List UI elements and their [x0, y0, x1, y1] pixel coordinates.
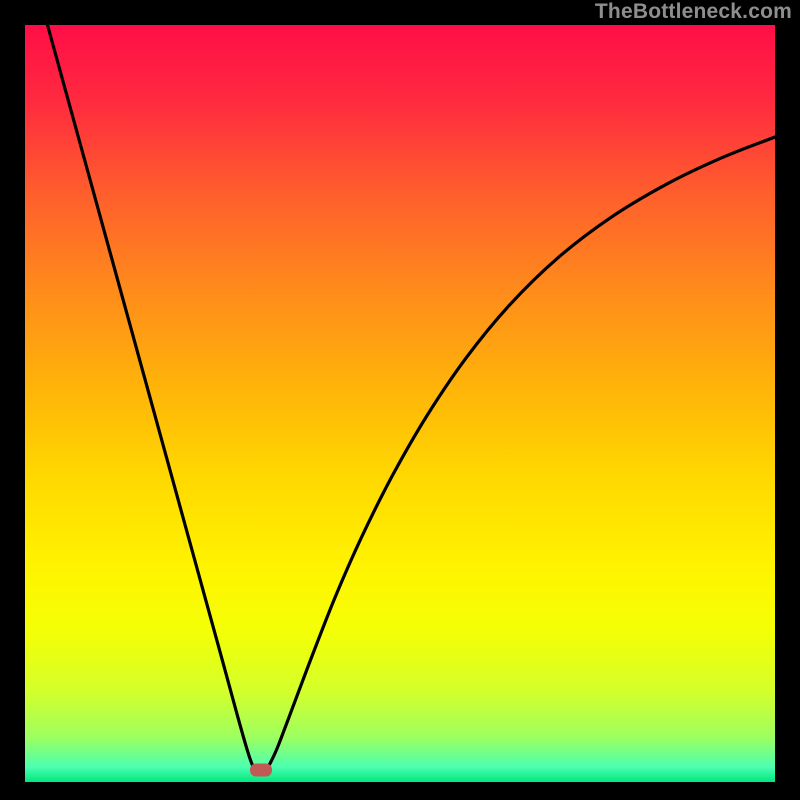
curve-left-branch [48, 25, 256, 769]
minimum-marker [250, 763, 272, 776]
curve-right-branch [267, 137, 776, 769]
watermark-label: TheBottleneck.com [595, 0, 792, 24]
chart-frame: TheBottleneck.com [0, 0, 800, 800]
plot-area [25, 25, 775, 782]
chart-svg [25, 25, 775, 782]
